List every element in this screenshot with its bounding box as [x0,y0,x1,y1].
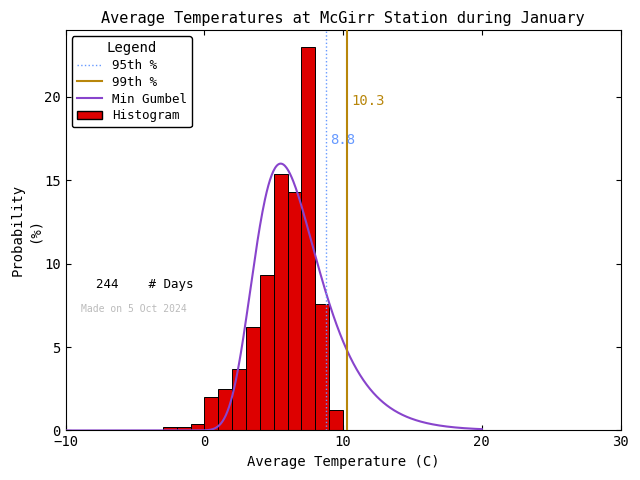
Text: 8.8: 8.8 [331,132,356,146]
Bar [301,47,316,431]
Bar [204,397,218,431]
Bar [191,424,204,431]
Text: 244    # Days: 244 # Days [81,278,194,291]
Bar [177,427,191,431]
Bar [287,192,301,431]
Bar [329,410,343,431]
Bar [232,369,246,431]
Legend: 95th %, 99th %, Min Gumbel, Histogram: 95th %, 99th %, Min Gumbel, Histogram [72,36,192,127]
Text: Made on 5 Oct 2024: Made on 5 Oct 2024 [81,304,187,314]
Bar [163,427,177,431]
Bar [316,304,329,431]
Y-axis label: Probability
(%): Probability (%) [11,184,42,276]
Bar [246,327,260,431]
Bar [218,389,232,431]
Title: Average Temperatures at McGirr Station during January: Average Temperatures at McGirr Station d… [101,11,585,26]
Bar [274,174,287,431]
Bar [260,276,274,431]
Text: 10.3: 10.3 [351,94,385,108]
X-axis label: Average Temperature (C): Average Temperature (C) [247,455,440,469]
